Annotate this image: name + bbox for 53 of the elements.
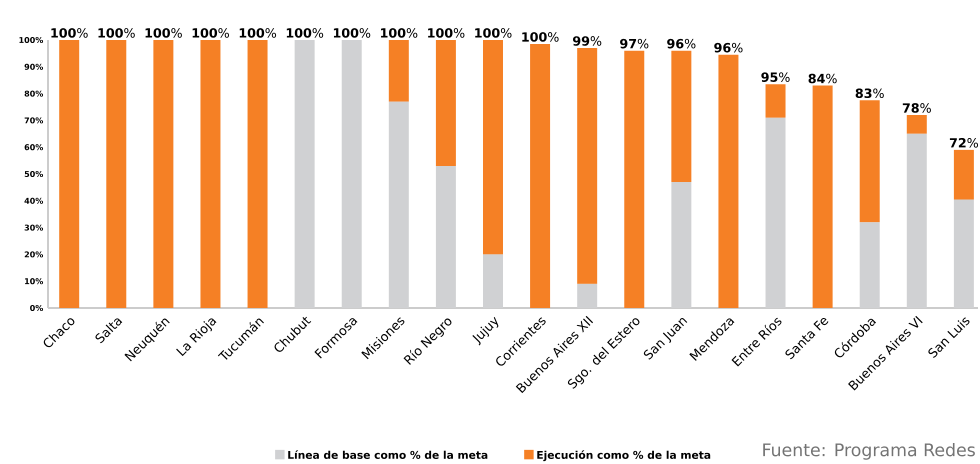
- y-tick-label: 50%: [24, 170, 44, 178]
- bar: [624, 50, 644, 308]
- annotation: 100%: [522, 32, 559, 42]
- x-tick-label: San Luis: [928, 317, 970, 358]
- annotation: 100%: [192, 28, 229, 38]
- annotation: 84%: [808, 74, 837, 84]
- annotation: 100%: [286, 28, 324, 38]
- annotation: 100%: [98, 28, 135, 38]
- bar: [59, 40, 80, 308]
- bar: [530, 44, 550, 308]
- bar: [718, 54, 738, 308]
- bar: [860, 100, 880, 222]
- y-tick-label: 20%: [24, 251, 44, 258]
- bar: [482, 40, 503, 254]
- annotation: 95%: [761, 72, 790, 82]
- y-tick-label: 90%: [24, 64, 44, 70]
- y-tick-label: 60%: [24, 144, 44, 150]
- bar: [577, 48, 598, 284]
- y-tick-label: 100%: [19, 36, 44, 44]
- y-tick-label: 70%: [24, 117, 44, 124]
- y-tick-label: 40%: [24, 198, 44, 204]
- y-tick-label: 80%: [24, 90, 44, 97]
- y-tick-label: 30%: [24, 224, 44, 231]
- source-note: Fuente: Programa Redes: [763, 442, 975, 460]
- annotation: 100%: [381, 28, 418, 38]
- annotation: 96%: [714, 42, 743, 52]
- bar: [248, 40, 268, 308]
- bar: [436, 40, 456, 166]
- annotation: 83%: [856, 88, 884, 98]
- bar: [153, 40, 174, 308]
- y-tick-label: 10%: [25, 278, 44, 284]
- annotation: 100%: [51, 28, 88, 38]
- annotation: 100%: [240, 28, 276, 38]
- y-tick-label: 0%: [30, 304, 44, 312]
- bar: [906, 115, 927, 134]
- bar: [388, 40, 409, 102]
- annotation: 100%: [475, 28, 512, 38]
- bar: [671, 50, 692, 182]
- bar: [766, 84, 786, 118]
- annotation: 100%: [334, 28, 370, 38]
- bar: [200, 40, 220, 308]
- bar: [106, 40, 126, 308]
- annotation: 72%: [950, 138, 978, 148]
- bar: [812, 86, 833, 308]
- legend-label: Ejecución como % de la meta: [537, 450, 710, 462]
- annotation: 99%: [572, 36, 602, 46]
- annotation: 100%: [428, 28, 464, 38]
- annotation: 78%: [902, 103, 931, 113]
- annotation: 96%: [667, 38, 696, 48]
- annotation: 100%: [146, 28, 182, 38]
- annotation: 97%: [620, 38, 648, 48]
- legend-label: Línea de base como % de la meta: [288, 450, 488, 459]
- bar: [954, 150, 974, 200]
